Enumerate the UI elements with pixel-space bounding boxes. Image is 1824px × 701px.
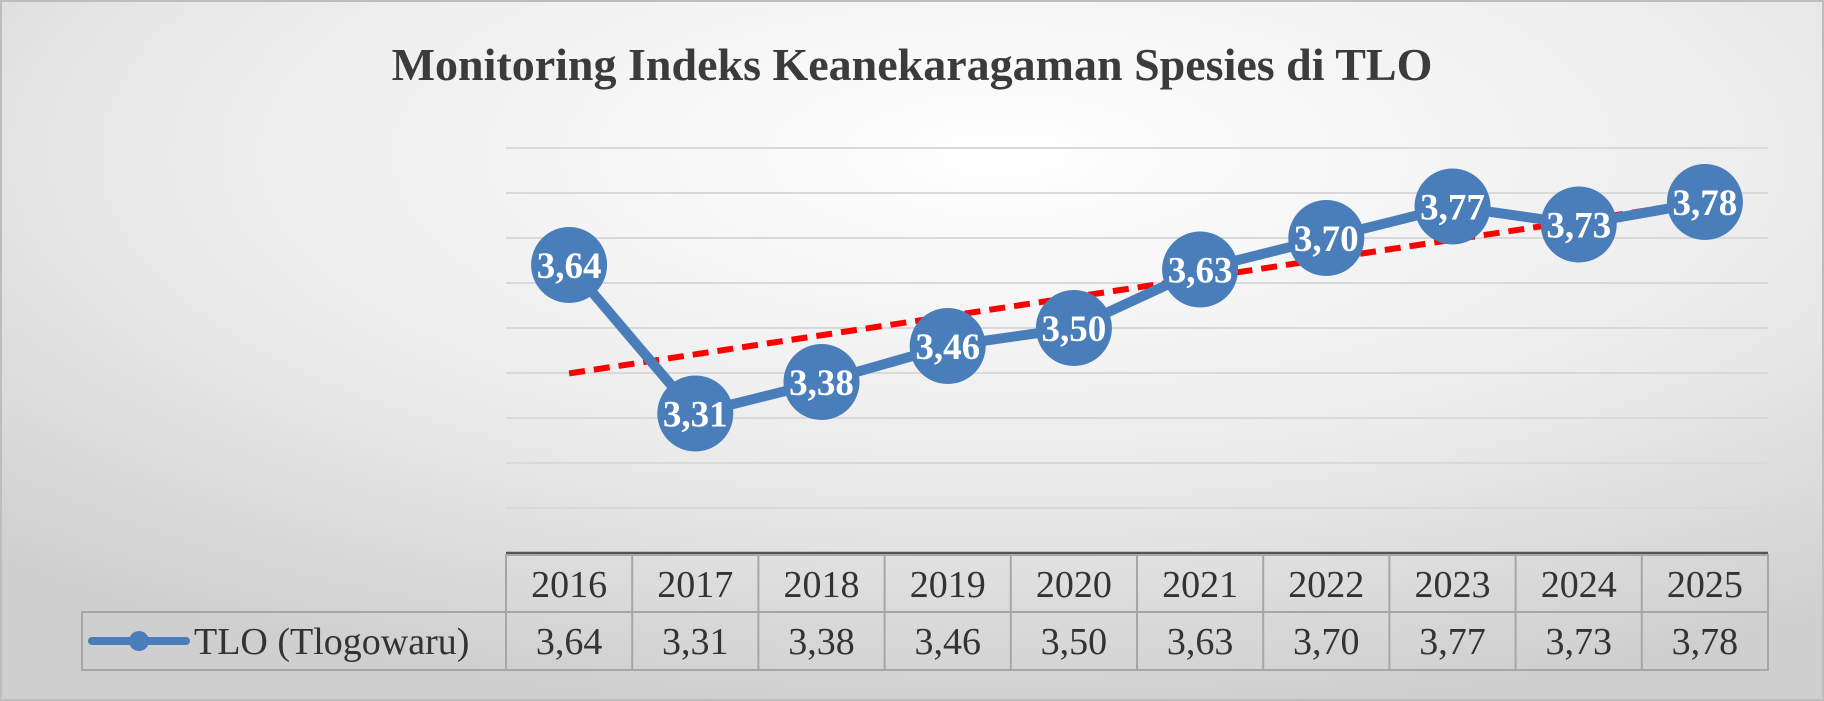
table-value-cell: 3,63 <box>1167 621 1234 663</box>
series-line-layer <box>564 197 1710 419</box>
table-year-cell: 2020 <box>1036 564 1112 606</box>
data-point-marker <box>1288 200 1365 276</box>
data-label: 3,78 <box>1673 183 1738 224</box>
table-value-cell: 3,38 <box>788 621 855 663</box>
data-table: 2016 2017 2018 2019 2020 2021 2022 2023 2024 2025… <box>81 554 1769 671</box>
table-year-cell: 2025 <box>1667 564 1743 606</box>
table-year-cell: 2017 <box>657 564 733 606</box>
data-point-marker <box>783 344 860 420</box>
table-year-cell: 2022 <box>1288 564 1364 606</box>
data-label: 3,50 <box>1042 309 1107 350</box>
data-label: 3,70 <box>1294 219 1359 260</box>
table-year-cell: 2021 <box>1162 564 1238 606</box>
table-value-cell: 3,31 <box>662 621 729 663</box>
data-point-marker <box>657 375 734 452</box>
data-point-marker <box>1666 164 1743 240</box>
data-point-marker <box>1414 168 1491 245</box>
trendline <box>568 198 1706 377</box>
markers-layer: 3,64 3,31 3,38 3,46 3,50 3,63 3,70 3,77 3,73 3,78 <box>531 164 1743 452</box>
data-label: 3,38 <box>789 363 854 404</box>
data-point-marker <box>1035 290 1112 366</box>
data-label: 3,64 <box>537 246 602 287</box>
data-label: 3,73 <box>1546 206 1611 247</box>
table-year-cell: 2016 <box>531 564 607 606</box>
data-point-marker <box>1540 186 1617 263</box>
table-year-cell: 2018 <box>784 564 860 606</box>
data-point-marker <box>909 308 986 384</box>
table-value-cell: 3,77 <box>1419 621 1486 663</box>
series-line <box>564 197 1710 419</box>
gridlines <box>506 147 1768 555</box>
data-point-marker <box>1162 231 1239 308</box>
table-value-cell: 3,46 <box>914 621 981 663</box>
data-label: 3,77 <box>1420 188 1485 229</box>
table-value-cell: 3,70 <box>1293 621 1360 663</box>
legend-marker-icon <box>129 631 149 651</box>
table-year-cell: 2019 <box>910 564 986 606</box>
table-year-cell: 2023 <box>1415 564 1491 606</box>
table-year-cell: 2024 <box>1541 564 1617 606</box>
trendline-layer <box>568 198 1706 377</box>
legend-label: TLO (Tlogowaru) <box>194 621 469 663</box>
chart-title: Monitoring Indeks Keanekaragaman Spesies… <box>392 39 1433 90</box>
data-point-marker <box>531 227 608 303</box>
data-label: 3,63 <box>1168 251 1233 292</box>
table-value-cell: 3,78 <box>1672 621 1739 663</box>
table-value-cell: 3,73 <box>1545 621 1612 663</box>
data-label: 3,31 <box>663 395 728 436</box>
data-label: 3,46 <box>915 327 980 368</box>
table-value-cell: 3,64 <box>536 621 603 663</box>
table-value-cell: 3,50 <box>1041 621 1108 663</box>
